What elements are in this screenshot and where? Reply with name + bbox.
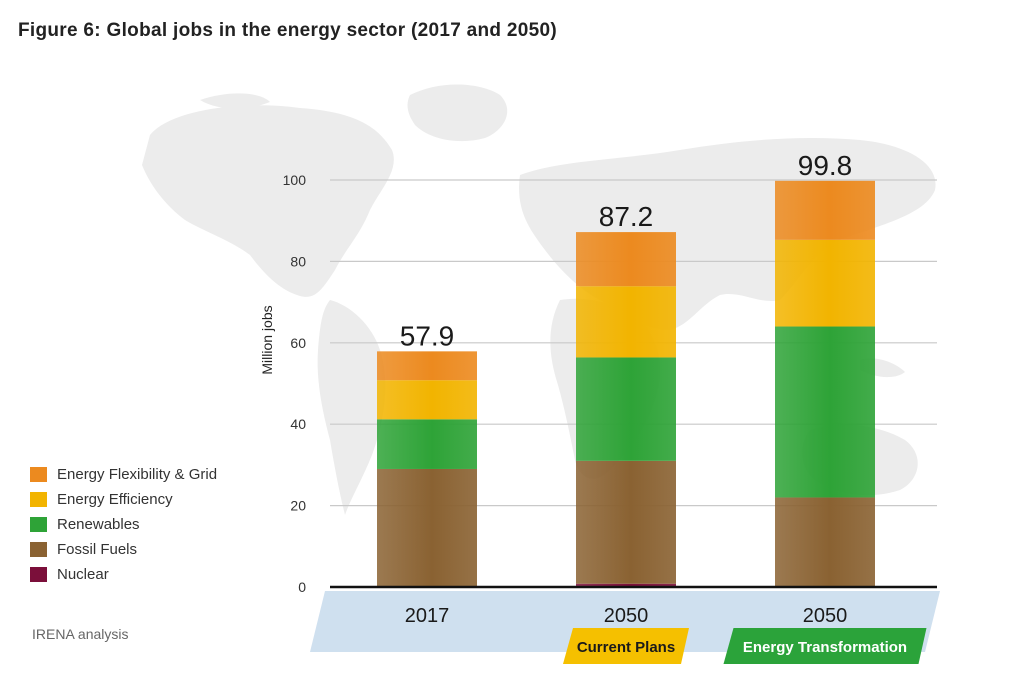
legend-label: Energy Efficiency	[57, 491, 173, 508]
bar-segment	[576, 357, 676, 461]
legend-label: Fossil Fuels	[57, 541, 138, 558]
legend-item-energy-flexibility-grid: Energy Flexibility & Grid	[30, 462, 217, 487]
x-category-label: 2050	[803, 605, 848, 627]
bar-segment	[377, 351, 477, 381]
scenario-tag	[563, 628, 689, 664]
legend-item-fossil-fuels: Fossil Fuels	[30, 537, 217, 562]
chart-title: Figure 6: Global jobs in the energy sect…	[18, 20, 557, 41]
bar-segment	[576, 460, 676, 584]
legend-label: Energy Flexibility & Grid	[57, 466, 218, 483]
scenario-tag-label: Energy Transformation	[743, 639, 907, 656]
bar-segment	[576, 286, 676, 358]
legend: Energy Flexibility & Grid Energy Efficie…	[30, 462, 217, 587]
bar-segment	[775, 239, 875, 327]
y-tick-label: 80	[290, 253, 306, 269]
y-tick-label: 0	[298, 579, 306, 595]
legend-swatch	[30, 567, 47, 582]
legend-swatch	[30, 492, 47, 507]
legend-label: Renewables	[57, 516, 140, 533]
plot-area: 0 20 40 60 80 100 Million jobs 57.9 2017 87.2 2050…	[259, 150, 940, 664]
y-tick-label: 20	[290, 498, 306, 514]
legend-label: Nuclear	[57, 566, 109, 583]
source-note: IRENA analysis	[32, 626, 129, 642]
bar-segment	[377, 468, 477, 587]
legend-swatch	[30, 517, 47, 532]
legend-swatch	[30, 542, 47, 557]
bar-segment	[377, 419, 477, 469]
legend-swatch	[30, 467, 47, 482]
bar-segment	[775, 180, 875, 240]
scenario-tag	[723, 628, 927, 664]
bar-total-label: 99.8	[798, 150, 853, 181]
bar-segment	[576, 583, 676, 587]
x-category-label: 2017	[405, 605, 450, 627]
legend-item-energy-efficiency: Energy Efficiency	[30, 487, 217, 512]
y-tick-label: 60	[290, 335, 306, 351]
bar-segment	[576, 232, 676, 287]
y-tick-label: 40	[290, 416, 306, 432]
legend-item-nuclear: Nuclear	[30, 562, 217, 587]
bar-total-label: 57.9	[400, 320, 455, 351]
bar-total-label: 87.2	[599, 201, 654, 232]
x-category-label: 2050	[604, 605, 649, 627]
scenario-tag-label: Current Plans	[577, 639, 675, 656]
legend-item-renewables: Renewables	[30, 512, 217, 537]
bar-segment	[775, 326, 875, 498]
y-axis-label: Million jobs	[259, 305, 275, 374]
bar-segment	[775, 497, 875, 587]
bar-segment	[377, 380, 477, 420]
y-tick-label: 100	[283, 172, 307, 188]
